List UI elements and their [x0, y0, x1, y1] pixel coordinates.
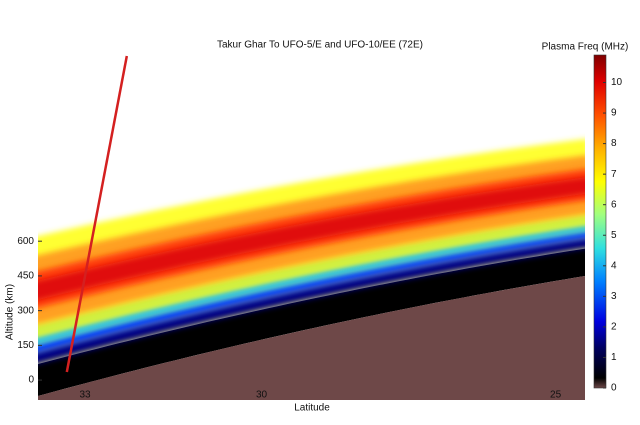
- colorbar-tick-label: 0: [611, 383, 617, 394]
- y-tick-label: 150: [17, 340, 34, 351]
- colorbar: [593, 54, 607, 389]
- layer-band: [38, 248, 585, 397]
- colorbar-tick-label: 6: [611, 199, 617, 210]
- colorbar-tick-label: 2: [611, 322, 617, 333]
- colorbar-tick-label: 5: [611, 230, 617, 241]
- ground: [38, 276, 585, 400]
- y-axis-label: Altitude (km): [5, 284, 16, 340]
- x-tick-label: 25: [550, 390, 562, 401]
- colorbar-tick-label: 8: [611, 138, 617, 149]
- colorbar-tick-label: 7: [611, 169, 617, 180]
- layer-band: [38, 237, 585, 365]
- colorbar-tick-label: 10: [611, 77, 623, 88]
- y-tick-label: 600: [17, 236, 34, 247]
- layer-band: [38, 214, 585, 337]
- layer-band: [38, 230, 585, 353]
- layer-band: [38, 177, 585, 301]
- x-tick-label: 33: [79, 390, 91, 401]
- y-tick-label: 300: [17, 305, 34, 316]
- colorbar-tick-label: 4: [611, 260, 617, 271]
- colorbar-tick-label: 3: [611, 291, 617, 302]
- colorbar-tick-label: 1: [611, 352, 617, 363]
- ray-path: [65, 55, 129, 373]
- plasma-field: [38, 40, 585, 400]
- x-axis-label: Latitude: [294, 403, 330, 414]
- y-tick-label: 450: [17, 271, 34, 282]
- chart-title: Takur Ghar To UFO-5/E and UFO-10/EE (72E…: [217, 40, 423, 51]
- y-tick-label: 0: [28, 375, 34, 386]
- colorbar-tick-label: 9: [611, 108, 617, 119]
- colorbar-label: Plasma Freq (MHz): [542, 42, 629, 53]
- layer-band: [38, 223, 585, 345]
- x-tick-label: 30: [256, 390, 268, 401]
